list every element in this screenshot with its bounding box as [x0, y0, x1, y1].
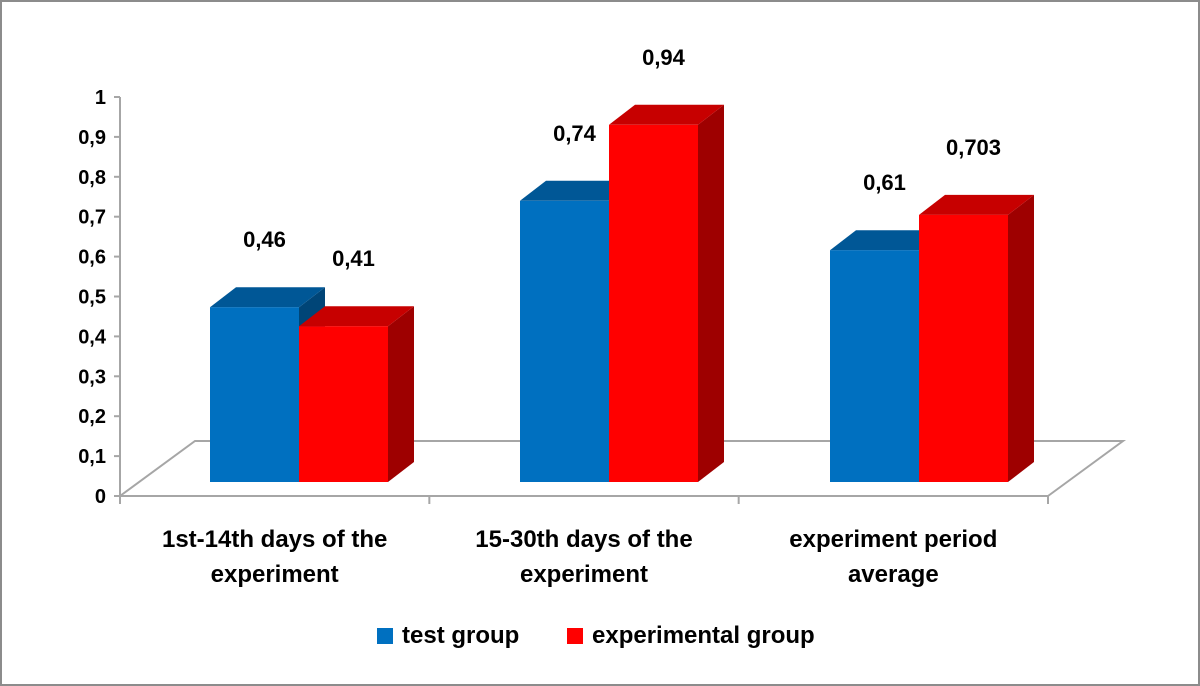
- y-tick-label: 0: [95, 486, 106, 508]
- bar-top: [210, 287, 325, 308]
- bar-side: [698, 104, 724, 483]
- legend-label: test group: [402, 622, 519, 649]
- data-label: 0,74: [553, 121, 597, 146]
- legend-label: experimental group: [592, 622, 815, 649]
- category-labels: 1st-14th days of the experiment 15-30th da…: [162, 526, 997, 588]
- x-tick-label: experiment: [211, 561, 339, 588]
- y-tick-label: 0,8: [78, 167, 106, 189]
- y-tick-label: 0,2: [78, 406, 106, 428]
- data-label: 0,46: [243, 227, 286, 252]
- data-label: 0,61: [863, 170, 906, 195]
- bar-front: [299, 326, 388, 482]
- y-tick-label: 1: [95, 87, 106, 109]
- data-label: 0,41: [332, 246, 375, 271]
- bar-side: [388, 306, 414, 482]
- bar: [919, 194, 1034, 483]
- legend-swatch: [377, 628, 393, 644]
- data-label: 0,94: [642, 45, 686, 70]
- bar-front: [520, 200, 609, 483]
- x-tick-label: 15-30th days of the: [475, 526, 692, 553]
- data-labels: 0,46 0,41 0,74 0,94 0,61 0,703: [243, 45, 1001, 271]
- x-tick-label: experiment: [520, 561, 648, 588]
- bar-top: [299, 306, 414, 327]
- bar-front: [210, 307, 299, 482]
- y-tick-label: 0,3: [78, 366, 106, 388]
- bar-side: [1008, 194, 1034, 483]
- bar-top: [919, 194, 1034, 215]
- legend-swatch: [567, 628, 583, 644]
- y-tick-label: 0,7: [78, 207, 106, 229]
- y-tick-label: 0,9: [78, 127, 106, 149]
- x-axis: [119, 495, 1049, 504]
- x-tick-label: average: [848, 561, 939, 588]
- bar-top: [520, 180, 635, 201]
- legend: test group experimental group: [377, 622, 815, 649]
- bar-front: [609, 124, 698, 483]
- x-tick-label: experiment period: [789, 526, 997, 553]
- y-tick-label: 0,1: [78, 446, 106, 468]
- bar-front: [830, 250, 919, 482]
- bar-top: [609, 104, 724, 125]
- bar: [609, 104, 724, 483]
- bar: [299, 306, 414, 482]
- x-tick-label: 1st-14th days of the: [162, 526, 387, 553]
- bar-front: [919, 214, 1008, 483]
- y-tick-label: 0,4: [78, 326, 107, 348]
- y-axis: 0 0,1 0,2 0,3 0,4 0,5 0,6 0,7 0,8 0,9 1: [78, 87, 121, 508]
- bar-top: [830, 230, 945, 251]
- y-tick-label: 0,6: [78, 247, 106, 269]
- bars: [210, 104, 1034, 483]
- data-label: 0,703: [946, 135, 1001, 160]
- y-tick-label: 0,5: [78, 287, 106, 309]
